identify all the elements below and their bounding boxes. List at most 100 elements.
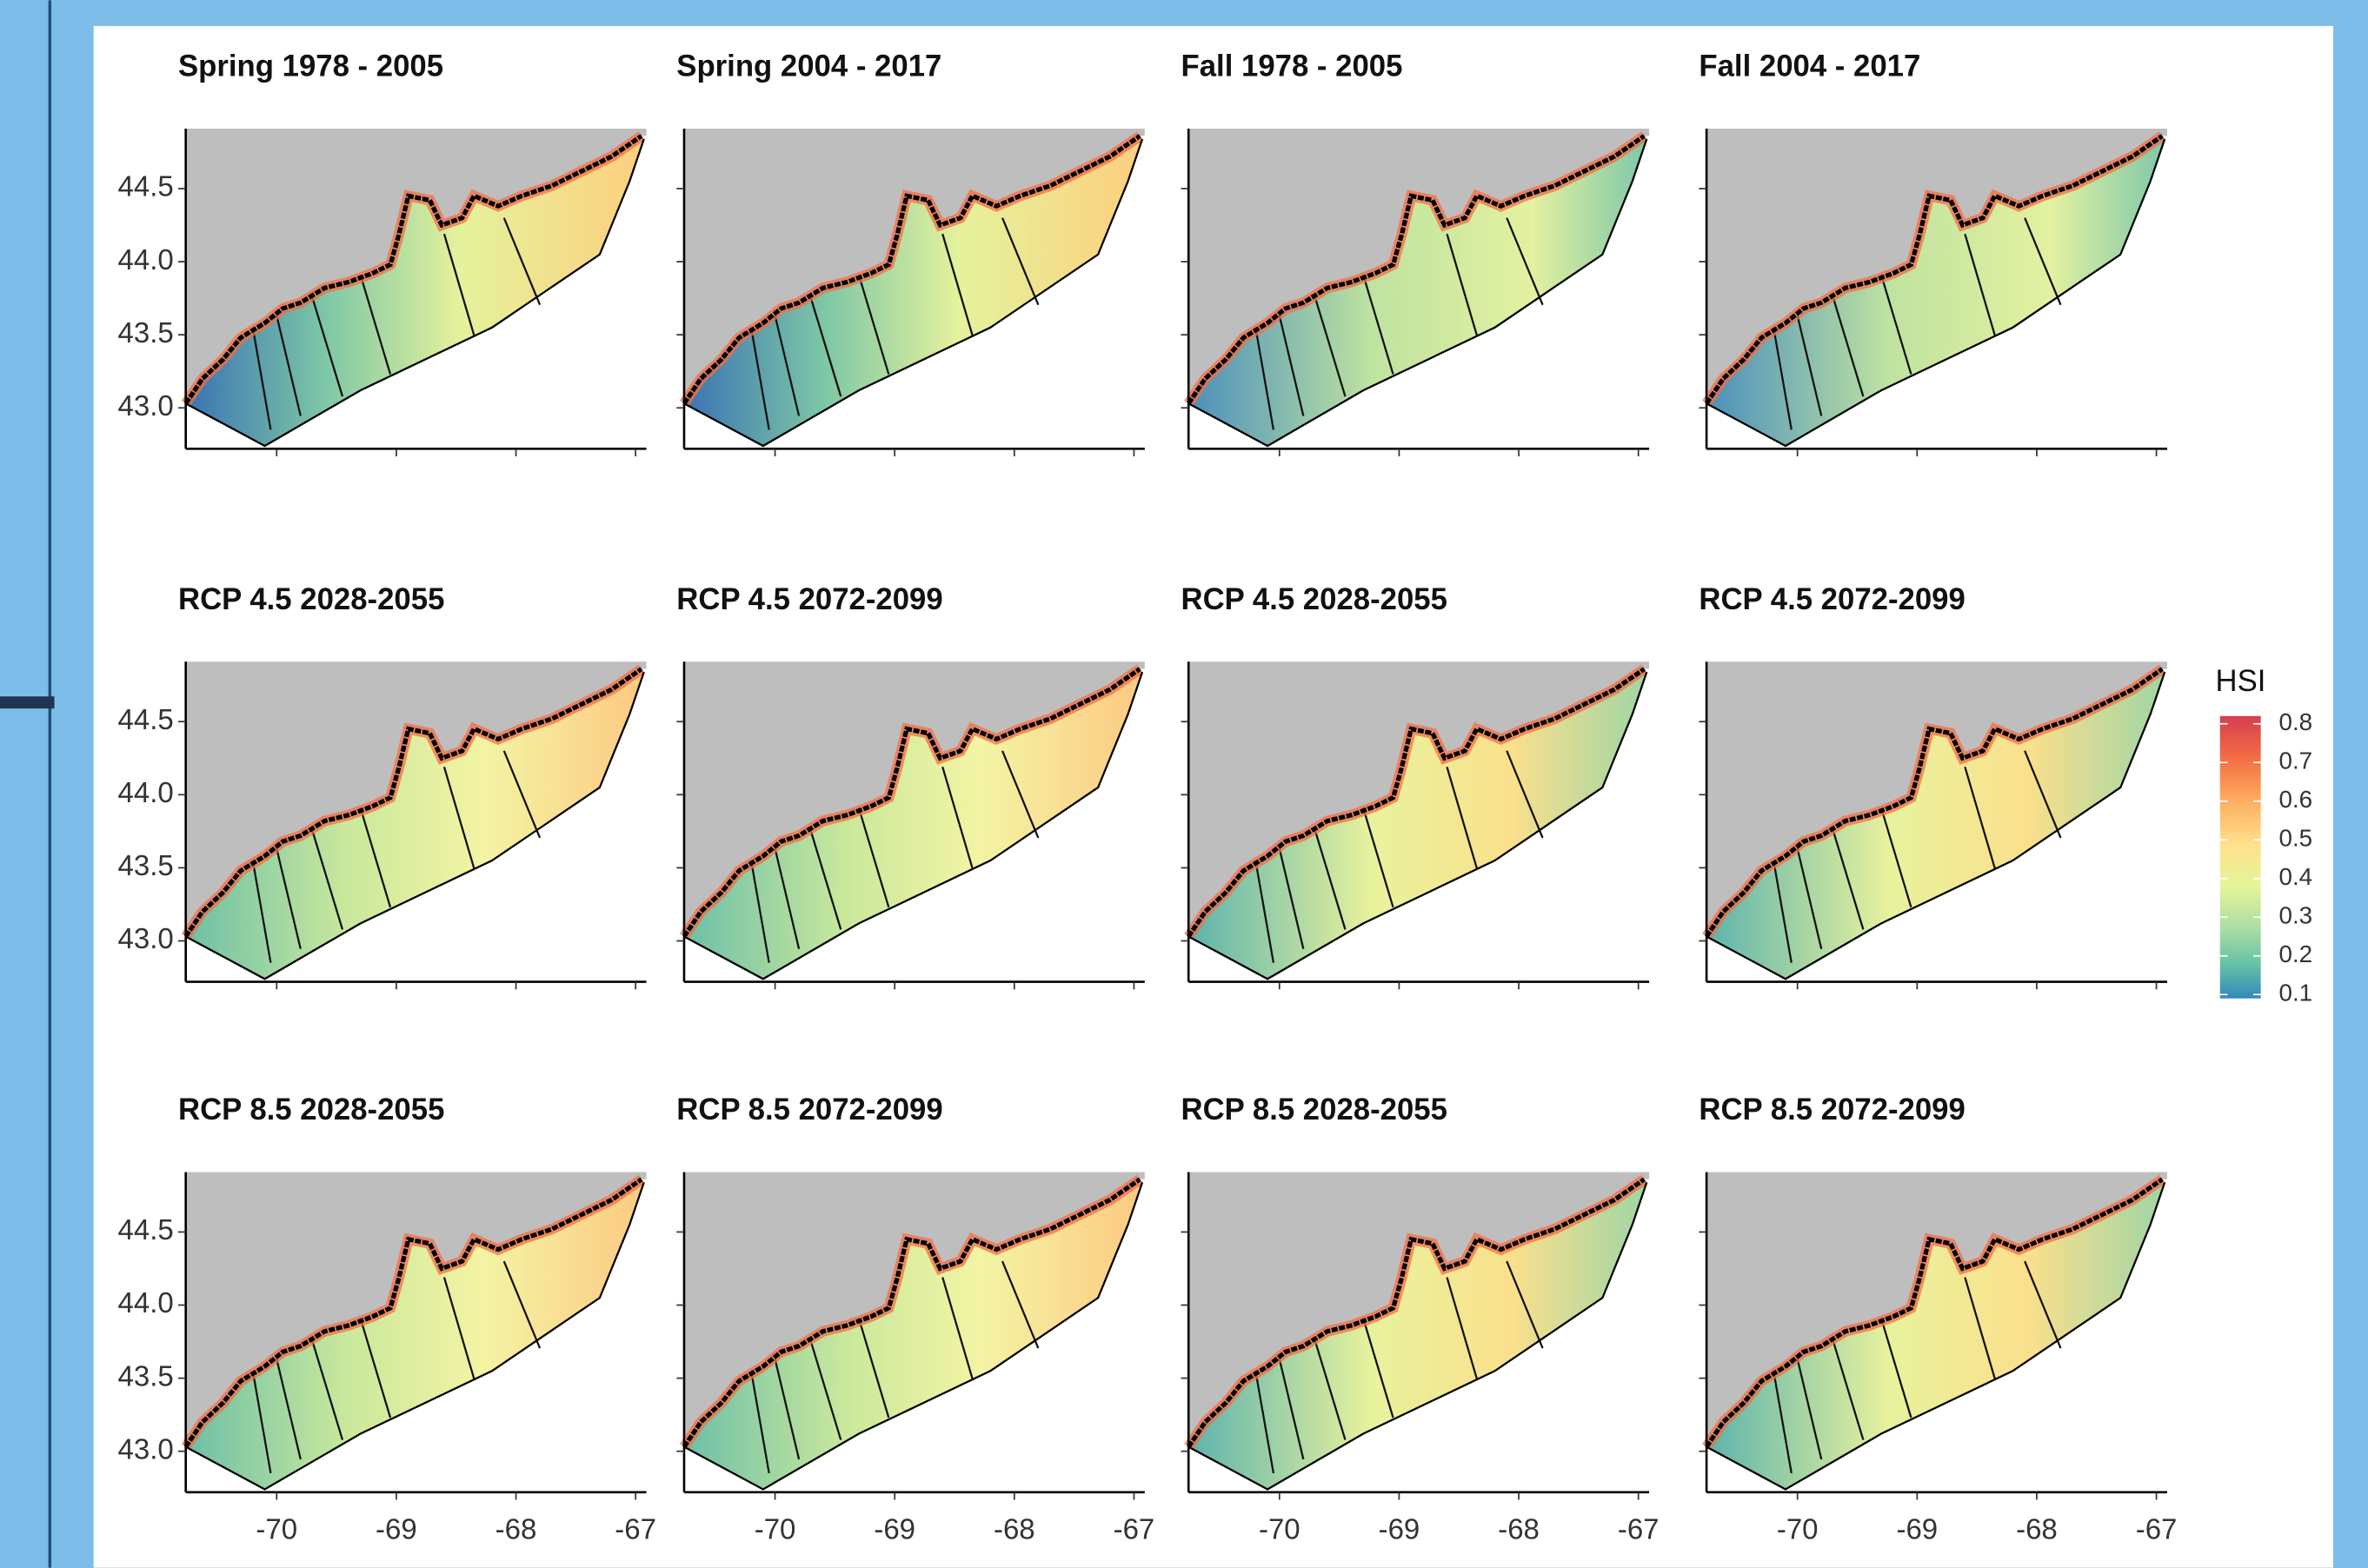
coastline [1704, 667, 2164, 938]
transect [442, 1277, 476, 1379]
land [1706, 1172, 2167, 1447]
x-tick-label: -68 [496, 1513, 537, 1545]
x-tick-label: -68 [1498, 1513, 1540, 1545]
habitat-surface [1706, 668, 2165, 980]
transect [941, 233, 974, 336]
side-tab [0, 696, 55, 709]
transect [502, 217, 542, 306]
y-tick-label: 43.0 [118, 1432, 174, 1465]
x-tick-label: -70 [256, 1513, 297, 1545]
transect [1832, 831, 1865, 930]
transect [1832, 297, 1865, 397]
transect [1879, 274, 1912, 375]
land [1188, 129, 1650, 404]
transect [749, 327, 770, 430]
transect [749, 1370, 770, 1474]
x-tick-label: -67 [1114, 1513, 1155, 1545]
shelf-boundary [1706, 671, 2166, 980]
coastline [183, 134, 643, 405]
coastline [682, 134, 1141, 405]
y-tick-label: 44.5 [118, 1213, 174, 1246]
panel-title: Spring 2004 - 2017 [676, 50, 941, 83]
panel-title: RCP 8.5 2028-2055 [178, 1093, 444, 1126]
coastline [183, 1177, 643, 1449]
panel-title: Fall 2004 - 2017 [1699, 50, 1920, 83]
transect [809, 1341, 842, 1440]
y-tick-label: 43.5 [118, 1359, 174, 1392]
land [1706, 661, 2167, 937]
transect [1278, 1359, 1305, 1460]
transect [1964, 767, 1996, 869]
transect [251, 860, 272, 963]
shelf-boundary [683, 1181, 1144, 1491]
panel-title: RCP 4.5 2072-2099 [676, 583, 942, 616]
transect [2024, 1260, 2062, 1349]
colorbar-label: 0.6 [2279, 786, 2313, 813]
transect [1362, 1318, 1394, 1419]
transect [857, 274, 890, 375]
transect [774, 1359, 801, 1460]
transect [1278, 848, 1305, 950]
transect [1832, 1341, 1865, 1440]
transect [311, 297, 344, 397]
land [185, 1172, 647, 1447]
x-tick-label: -69 [376, 1513, 417, 1545]
y-tick-label: 43.5 [118, 849, 174, 881]
habitat-surface [1188, 668, 1647, 980]
y-tick-label: 44.5 [118, 703, 174, 735]
transect [359, 807, 392, 908]
transect [1254, 327, 1275, 430]
habitat-surface [1188, 1179, 1647, 1490]
shelf-boundary [1187, 138, 1648, 448]
transect [251, 327, 272, 430]
transect [809, 297, 842, 397]
transect [1254, 860, 1275, 963]
transect [311, 831, 344, 930]
coastline [1704, 134, 2164, 405]
coastline [682, 1177, 1141, 1449]
land [185, 129, 647, 404]
habitat-surface [683, 1179, 1143, 1490]
x-tick-label: -69 [874, 1513, 915, 1545]
panel-title: RCP 8.5 2028-2055 [1181, 1093, 1447, 1126]
transect [857, 1318, 890, 1419]
transect [359, 1318, 392, 1419]
y-tick-label: 44.0 [118, 1286, 174, 1319]
transect [1278, 316, 1305, 416]
shelf-boundary [1187, 1181, 1648, 1491]
transect [1773, 1370, 1793, 1474]
transect [1362, 274, 1394, 375]
transect [1796, 1359, 1823, 1460]
habitat-surface [1706, 136, 2165, 447]
transect [276, 1359, 302, 1460]
habitat-surface [1706, 1179, 2165, 1490]
transect [809, 831, 842, 930]
transect [1001, 750, 1040, 839]
x-tick-label: -68 [2016, 1513, 2058, 1545]
y-tick-label: 44.5 [118, 170, 174, 203]
colorbar-label: 0.2 [2279, 940, 2313, 967]
panel-title: RCP 8.5 2072-2099 [676, 1093, 942, 1126]
transect [502, 1260, 542, 1349]
x-tick-label: -67 [2136, 1513, 2178, 1545]
y-tick-label: 43.0 [118, 389, 174, 422]
coastline [183, 667, 643, 938]
transect [857, 807, 890, 908]
land [683, 661, 1145, 937]
x-tick-label: -70 [1259, 1513, 1300, 1545]
transect [1446, 233, 1478, 336]
panel-title: RCP 4.5 2072-2099 [1699, 583, 1965, 616]
transect [2024, 750, 2062, 839]
transect [502, 750, 542, 839]
shelf-boundary [1706, 138, 2166, 448]
coastline [1704, 1177, 2164, 1449]
x-tick-label: -70 [1777, 1513, 1819, 1545]
land [683, 129, 1145, 404]
y-tick-label: 43.0 [118, 922, 174, 954]
y-tick-label: 44.0 [118, 776, 174, 808]
shelf-boundary [185, 671, 645, 980]
panel-title: RCP 4.5 2028-2055 [178, 583, 444, 616]
habitat-surface [683, 668, 1143, 980]
land [1188, 1172, 1650, 1447]
